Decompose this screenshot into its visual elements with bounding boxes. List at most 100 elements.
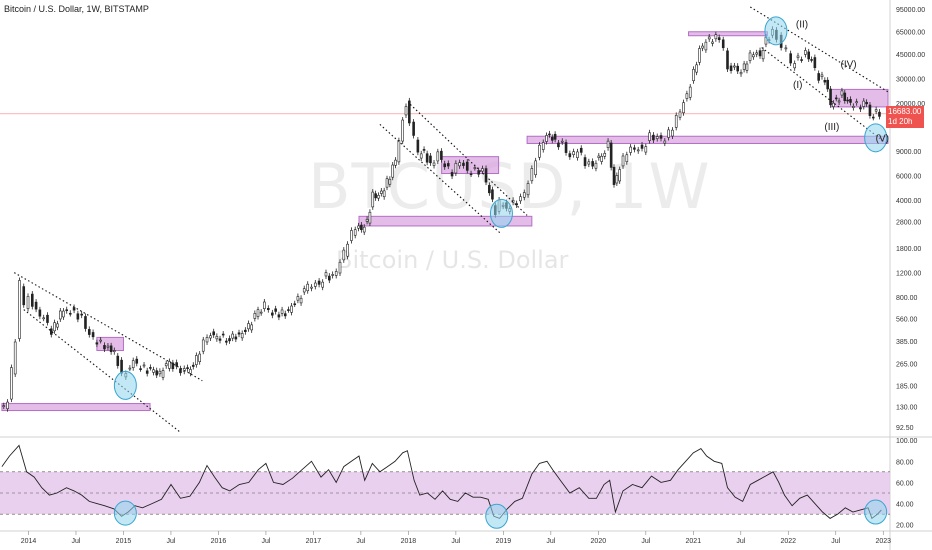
candle-body (721, 39, 725, 49)
candle-body (711, 41, 714, 44)
candle-body (103, 345, 106, 350)
candle-body (161, 370, 165, 378)
candle-body (201, 339, 205, 352)
candle-body (557, 142, 560, 148)
candle-body (46, 314, 49, 323)
candle-body (168, 361, 171, 369)
highlight-circle (489, 198, 513, 228)
candle-body (685, 93, 689, 99)
candle-body (568, 153, 572, 158)
candle-body (761, 50, 765, 60)
candle-body (491, 189, 494, 200)
candle-body (360, 224, 363, 231)
candle-body (34, 301, 38, 310)
candle-body (244, 329, 247, 332)
candle-body (302, 288, 306, 293)
candle-body (755, 52, 758, 55)
trendline (409, 103, 528, 216)
candle-body (829, 88, 832, 106)
candle-body (655, 136, 659, 139)
candle-body (394, 159, 397, 166)
price-axis-label: 92.50 (896, 425, 914, 432)
rsi-axis-label: 100.00 (896, 438, 918, 445)
candle-body (365, 219, 369, 222)
time-axis-label: 2021 (686, 538, 702, 545)
trendline (23, 309, 181, 433)
candle-body (465, 161, 469, 171)
candle-body (53, 322, 56, 332)
candle-body (587, 161, 591, 165)
wave-label: (V) (876, 134, 889, 145)
candle-body (84, 316, 87, 329)
candle-body (175, 362, 178, 367)
candle-body (600, 155, 603, 162)
candle-body (846, 99, 849, 102)
candle-body (450, 172, 454, 177)
price-axis-label: 560.00 (896, 317, 918, 324)
candle-body (247, 323, 250, 330)
candle-body (477, 170, 480, 175)
support-resistance-zone (1, 403, 151, 412)
candle-body (6, 401, 9, 410)
candle-body (240, 333, 244, 339)
wave-label: (III) (824, 122, 839, 133)
price-axis-label: 385.00 (896, 339, 918, 346)
candle-body (198, 353, 201, 362)
candle-body (128, 367, 132, 370)
candle-body (742, 63, 746, 70)
candle-body (541, 142, 545, 150)
candle-body (49, 328, 53, 335)
candle-body (576, 151, 579, 158)
price-axis-label: 9000.00 (896, 149, 921, 156)
candle-body (784, 47, 788, 50)
support-resistance-zone (441, 156, 500, 175)
candle-body (550, 137, 554, 141)
time-axis-label: 2017 (306, 538, 322, 545)
candle-body (603, 153, 607, 157)
candle-body (221, 333, 225, 336)
candle-body (397, 140, 401, 163)
bar-countdown: 1d 20h (888, 117, 913, 126)
support-resistance-zone (688, 31, 768, 37)
price-axis-label: 20000.00 (896, 101, 925, 108)
candle-body (621, 155, 625, 167)
candle-body (865, 102, 868, 105)
candle-body (436, 151, 440, 162)
candle-body (87, 329, 91, 335)
candle-body (698, 48, 701, 63)
candle-body (380, 190, 383, 194)
candle-body (704, 41, 708, 51)
candle-body (796, 55, 800, 58)
candle-body (726, 50, 729, 70)
candle-body (440, 150, 443, 160)
time-axis-label: Jul (261, 538, 270, 545)
candle-body (215, 336, 219, 340)
candle-body (701, 45, 704, 49)
candle-body (212, 331, 215, 336)
candle-body (572, 151, 575, 155)
last-price-value: 16683.00 (888, 107, 922, 116)
candle-body (353, 229, 357, 236)
candle-body (382, 190, 386, 198)
price-axis-label: 45000.00 (896, 52, 925, 59)
candle-body (328, 275, 331, 281)
candle-body (583, 157, 587, 167)
candle-body (625, 154, 629, 163)
time-axis-label: Jul (736, 538, 745, 545)
candle-body (692, 69, 695, 82)
candle-body (155, 370, 159, 376)
candle-body (271, 312, 274, 316)
candle-body (299, 297, 303, 304)
candle-body (526, 183, 530, 196)
candle-body (615, 175, 619, 184)
candle-body (338, 261, 342, 274)
candle-body (317, 280, 321, 285)
candle-body (10, 367, 13, 400)
price-axis-label: 2800.00 (896, 219, 921, 226)
candle-body (296, 296, 300, 301)
candle-body (13, 341, 17, 375)
candle-body (142, 364, 146, 367)
time-axis-label: 2022 (780, 538, 796, 545)
